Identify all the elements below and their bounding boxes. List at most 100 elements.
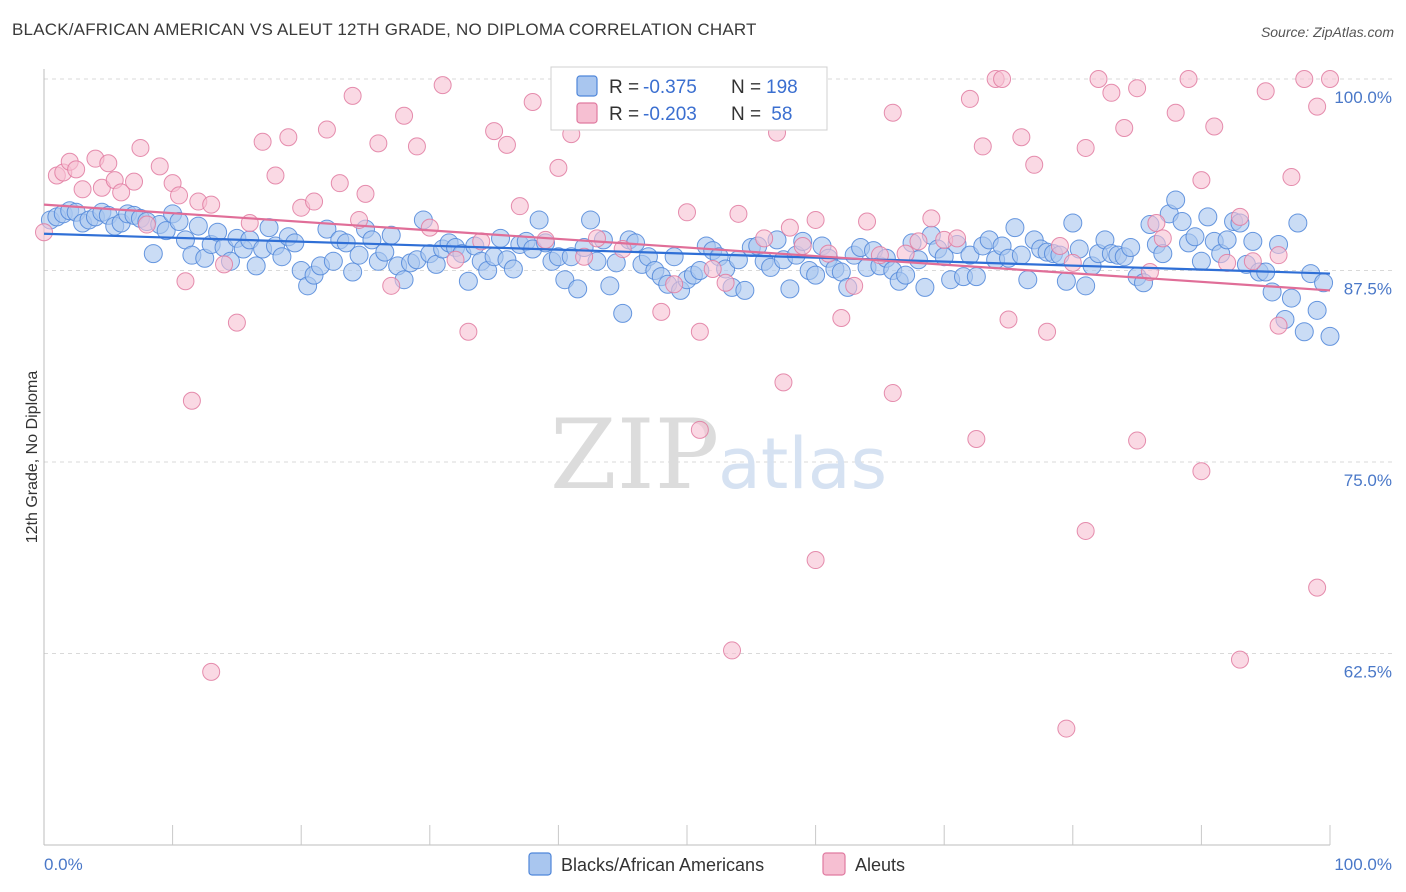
blacks-point-152 (1018, 270, 1038, 290)
series-legend: Blacks/African Americans Aleuts (528, 852, 905, 876)
aleuts-point-114 (774, 373, 793, 392)
aleuts-point-120 (1128, 431, 1147, 450)
aleuts-point-25 (279, 128, 298, 147)
legend-n-value-2: 58 (766, 104, 792, 125)
aleuts-point-69 (832, 308, 851, 327)
aleuts-point-57 (678, 203, 696, 222)
aleuts-point-103 (1243, 252, 1262, 271)
aleuts-point-80 (973, 137, 992, 156)
aleuts-point-104 (1256, 82, 1275, 101)
aleuts-point-79 (960, 89, 979, 108)
series-legend-swatch-aleuts (822, 852, 846, 876)
trend-lines (43, 203, 1331, 292)
legend-swatch-blue (576, 75, 598, 97)
aleuts-point-105 (1269, 246, 1288, 265)
y-tick-label-2: 75.0% (1344, 471, 1392, 490)
aleuts-point-117 (967, 430, 986, 449)
aleuts-point-42 (485, 122, 504, 141)
aleuts-point-92 (1115, 119, 1134, 138)
blacks-point-197 (1307, 300, 1327, 320)
aleuts-point-123 (1269, 316, 1288, 335)
aleuts-point-32 (356, 184, 375, 203)
aleuts-point-58 (690, 322, 709, 341)
aleuts-point-66 (793, 236, 812, 255)
aleuts-point-118 (1057, 719, 1076, 738)
aleuts-point-14 (150, 157, 169, 176)
blacks-point-87 (600, 276, 620, 296)
y-tick-label-0: 100.0% (1334, 88, 1392, 107)
legend-r-value-2: -0.203 (643, 104, 697, 125)
blacks-point-80 (555, 270, 575, 290)
aleuts-point-99 (1192, 171, 1211, 190)
aleuts-point-29 (330, 174, 349, 193)
aleuts-point-4 (67, 160, 86, 179)
blacks-point-23 (188, 216, 208, 236)
blacks-point-48 (349, 245, 369, 265)
aleuts-point-89 (1076, 138, 1095, 157)
legend-r-value-1: -0.375 (643, 77, 697, 98)
y-tick-labels: 100.0% 87.5% 75.0% 62.5% (1334, 88, 1392, 682)
blacks-point-199 (1320, 326, 1340, 346)
source-credit: Source: ZipAtlas.com (1260, 24, 1394, 40)
blacks-point-195 (1294, 322, 1314, 342)
blacks-point-65 (458, 271, 478, 291)
x-tick-labels: 0.0% 100.0% (44, 855, 1392, 874)
aleuts-point-39 (446, 250, 465, 269)
blacks-trend-line (43, 232, 1331, 275)
blacks-point-108 (735, 280, 755, 300)
aleuts-point-106 (1282, 168, 1301, 187)
blacks-point-175 (1166, 190, 1186, 210)
aleuts-point-45 (523, 92, 542, 111)
aleuts-point-98 (1179, 70, 1198, 88)
blacks-point-44 (323, 251, 343, 271)
blacks-point-32 (246, 256, 266, 276)
y-tick-label-1: 87.5% (1344, 280, 1392, 299)
series-blacks-points (40, 190, 1340, 346)
aleuts-point-96 (1153, 229, 1172, 248)
blacks-point-119 (806, 265, 826, 285)
blacks-point-194 (1288, 213, 1308, 233)
aleuts-point-87 (1050, 236, 1069, 255)
aleuts-point-0 (35, 223, 53, 242)
blacks-point-179 (1191, 251, 1211, 271)
blacks-point-38 (285, 233, 305, 253)
aleuts-point-116 (883, 384, 902, 403)
aleuts-point-46 (536, 230, 555, 249)
aleuts-point-5 (73, 180, 92, 199)
blacks-point-193 (1281, 288, 1301, 308)
series-legend-label-blacks: Blacks/African Americans (561, 855, 764, 875)
aleuts-point-27 (305, 192, 324, 211)
blacks-point-150 (1005, 218, 1025, 238)
aleuts-point-40 (459, 322, 478, 341)
aleuts-point-97 (1166, 103, 1185, 122)
aleuts-point-16 (170, 186, 189, 205)
aleuts-point-109 (1321, 70, 1339, 88)
aleuts-point-37 (420, 218, 439, 237)
aleuts-point-107 (1295, 70, 1314, 88)
aleuts-point-43 (497, 135, 516, 154)
aleuts-point-101 (1218, 253, 1237, 272)
aleuts-point-124 (1308, 578, 1327, 597)
blacks-point-176 (1172, 211, 1192, 231)
legend-r-label-2: R = (609, 104, 639, 125)
aleuts-point-75 (909, 232, 928, 251)
watermark: ZIP atlas (550, 399, 887, 511)
blacks-point-115 (780, 279, 800, 299)
blacks-point-136 (915, 277, 935, 297)
aleuts-point-59 (703, 259, 722, 278)
blacks-point-20 (169, 211, 189, 231)
aleuts-point-60 (716, 273, 735, 292)
blacks-point-70 (491, 228, 511, 248)
blacks-point-47 (343, 262, 363, 282)
legend-n-value-1: 198 (766, 77, 798, 98)
blacks-point-84 (581, 210, 601, 230)
series-legend-swatch-blacks (528, 852, 552, 876)
aleuts-point-88 (1063, 253, 1082, 272)
aleuts-point-65 (780, 218, 799, 237)
series-legend-label-aleuts: Aleuts (855, 855, 905, 875)
aleuts-point-33 (369, 134, 388, 153)
blacks-point-168 (1121, 238, 1141, 258)
aleuts-point-19 (202, 195, 221, 214)
aleuts-point-90 (1089, 70, 1108, 88)
blacks-point-187 (1243, 231, 1263, 251)
